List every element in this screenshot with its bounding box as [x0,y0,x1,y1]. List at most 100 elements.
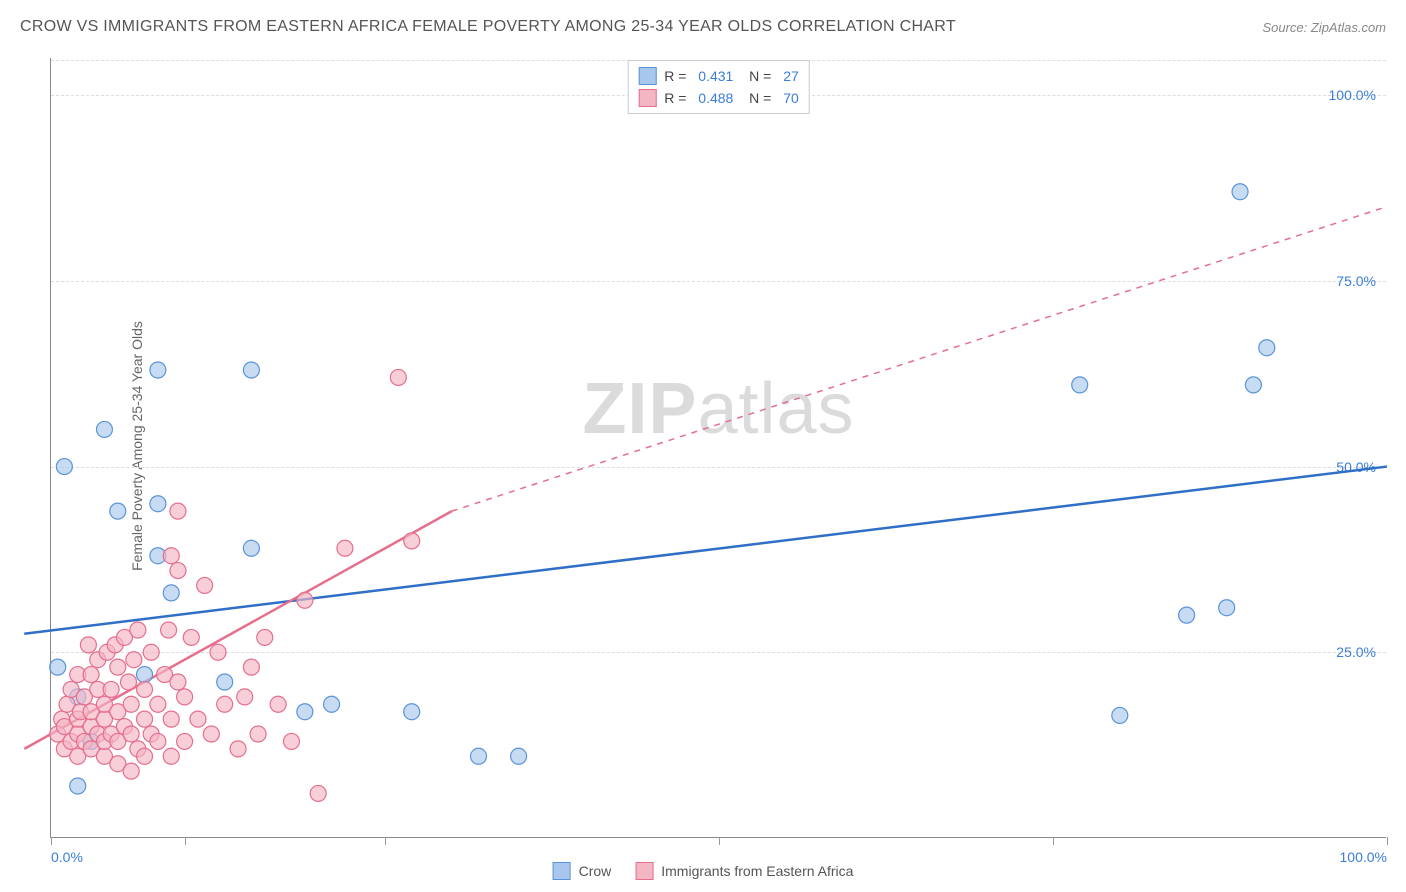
legend-n-value: 70 [783,87,799,109]
plot-area: 25.0%50.0%75.0%100.0% ZIPatlas R = 0.431… [50,58,1386,838]
data-point [1245,377,1261,393]
data-point [250,726,266,742]
data-point [150,696,166,712]
data-point [190,711,206,727]
legend-n-label: N = [741,65,775,87]
data-point [161,622,177,638]
data-point [243,362,259,378]
data-point [297,704,313,720]
data-point [404,533,420,549]
data-point [511,748,527,764]
data-point [170,503,186,519]
x-tick-label: 0.0% [51,849,83,865]
x-tick [1053,837,1054,845]
data-point [163,548,179,564]
data-point [150,496,166,512]
data-point [70,778,86,794]
series-legend: Crow Immigrants from Eastern Africa [553,862,854,880]
legend-r-value: 0.488 [698,87,733,109]
data-point [1232,184,1248,200]
data-point [257,629,273,645]
data-point [197,577,213,593]
legend-swatch [553,862,571,880]
data-point [170,674,186,690]
legend-r-label: R = [664,87,690,109]
legend-row: R = 0.431 N = 27 [638,65,799,87]
data-point [110,659,126,675]
chart-header: CROW VS IMMIGRANTS FROM EASTERN AFRICA F… [20,18,1386,36]
legend-n-label: N = [741,87,775,109]
data-point [177,733,193,749]
data-point [243,659,259,675]
data-point [243,540,259,556]
source-attribution: Source: ZipAtlas.com [1262,20,1386,35]
data-point [130,622,146,638]
data-point [150,362,166,378]
data-point [96,421,112,437]
data-point [170,563,186,579]
data-point [1179,607,1195,623]
data-point [237,689,253,705]
data-point [1112,707,1128,723]
data-point [203,726,219,742]
data-point [123,696,139,712]
data-point [1259,340,1275,356]
x-tick [51,837,52,845]
data-point [1219,600,1235,616]
x-tick [1387,837,1388,845]
trend-line-dashed [452,207,1387,512]
data-point [137,667,153,683]
legend-swatch [635,862,653,880]
data-point [56,459,72,475]
data-point [143,644,159,660]
data-point [83,667,99,683]
legend-item: Immigrants from Eastern Africa [635,862,853,880]
data-point [110,503,126,519]
data-point [404,704,420,720]
data-point [471,748,487,764]
legend-r-label: R = [664,65,690,87]
legend-label: Crow [579,863,612,879]
correlation-legend: R = 0.431 N = 27R = 0.488 N = 70 [627,60,810,114]
data-point [80,637,96,653]
data-point [150,733,166,749]
legend-n-value: 27 [783,65,799,87]
legend-label: Immigrants from Eastern Africa [661,863,853,879]
data-point [126,652,142,668]
data-point [270,696,286,712]
data-point [123,763,139,779]
legend-swatch [638,89,656,107]
data-point [137,748,153,764]
x-tick [185,837,186,845]
data-point [1072,377,1088,393]
data-point [230,741,246,757]
data-point [337,540,353,556]
data-point [50,659,66,675]
data-point [120,674,136,690]
legend-row: R = 0.488 N = 70 [638,87,799,109]
x-tick [385,837,386,845]
chart-title: CROW VS IMMIGRANTS FROM EASTERN AFRICA F… [20,18,956,36]
data-point [183,629,199,645]
legend-swatch [638,67,656,85]
data-point [163,748,179,764]
data-point [310,785,326,801]
data-point [210,644,226,660]
data-point [137,711,153,727]
x-tick-label: 100.0% [1340,849,1387,865]
data-point [390,369,406,385]
data-point [123,726,139,742]
data-point [324,696,340,712]
data-point [297,592,313,608]
data-point [217,674,233,690]
x-tick [719,837,720,845]
data-point [103,681,119,697]
chart-svg [51,58,1386,837]
legend-item: Crow [553,862,612,880]
legend-r-value: 0.431 [698,65,733,87]
data-point [163,585,179,601]
data-point [177,689,193,705]
data-point [163,711,179,727]
data-point [283,733,299,749]
data-point [137,681,153,697]
